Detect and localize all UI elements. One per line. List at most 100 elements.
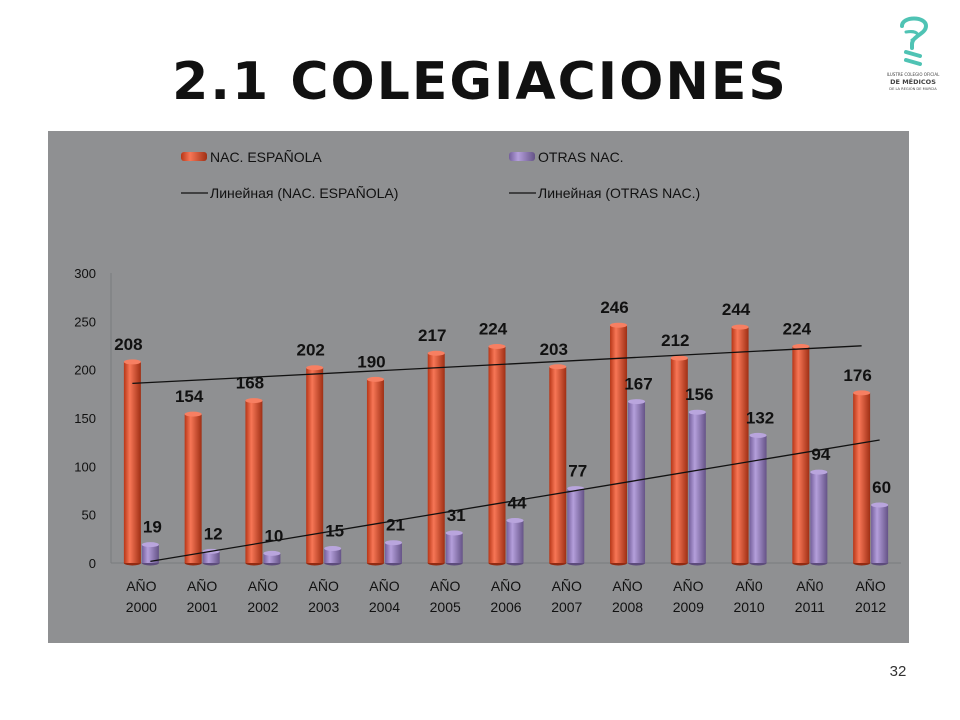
page-number: 32 — [889, 663, 907, 680]
data-label: 246 — [600, 298, 628, 317]
data-label: 15 — [325, 522, 344, 541]
bar-body — [731, 327, 749, 563]
x-tick-label: AÑO — [248, 578, 278, 594]
x-tick-label: 2012 — [855, 599, 886, 615]
chart-panel: NAC. ESPAÑOLA OTRAS NAC. Линейная (NAC. ES… — [48, 131, 909, 643]
bar-nac-espanola — [123, 359, 141, 566]
bar-top — [184, 411, 202, 417]
x-tick-label: AÑO — [612, 578, 642, 594]
bars — [123, 322, 889, 566]
bar-body — [853, 392, 871, 563]
bar-body — [506, 520, 524, 563]
bar-nac-espanola — [427, 350, 445, 566]
data-label: 21 — [386, 516, 405, 535]
bar-top — [141, 542, 159, 548]
x-tick-label: AÑO — [855, 578, 885, 594]
bar-top — [427, 350, 445, 356]
bar-top — [628, 399, 646, 405]
data-label: 94 — [811, 445, 830, 464]
x-tick-label: AÑO — [552, 578, 582, 594]
bar-body — [324, 548, 342, 563]
x-tick-label: AÑO — [309, 578, 339, 594]
y-tick-label: 0 — [89, 556, 96, 571]
data-label: 132 — [746, 408, 774, 427]
bar-nac-espanola — [670, 355, 688, 566]
data-label: 212 — [661, 331, 689, 350]
bar-body — [670, 358, 688, 563]
data-label: 224 — [479, 319, 508, 338]
data-label: 19 — [143, 518, 162, 537]
bar-top — [123, 359, 141, 365]
x-tick-label: AÑ0 — [735, 578, 762, 594]
logo-text-3: DE LA REGIÓN DE MURCIA — [889, 86, 937, 91]
bar-top — [731, 324, 749, 330]
bar-body — [445, 533, 463, 563]
data-label: 12 — [204, 524, 223, 543]
bar-otras-nac — [324, 546, 342, 566]
bar-top — [688, 409, 706, 415]
trendlines — [132, 345, 880, 563]
data-label: 10 — [264, 526, 283, 545]
bar-body — [184, 414, 202, 563]
bar-body — [792, 346, 810, 563]
bar-top — [670, 355, 688, 361]
bar-otras-nac — [567, 486, 585, 566]
bar-top — [810, 469, 828, 475]
bar-body — [306, 367, 324, 563]
bar-body — [384, 542, 402, 563]
bar-body — [567, 488, 585, 563]
bar-nac-espanola — [549, 364, 567, 566]
bar-otras-nac — [506, 517, 524, 566]
bar-nac-espanola — [366, 376, 384, 566]
bar-top — [549, 364, 567, 370]
bar-body — [688, 412, 706, 563]
bar-body — [141, 544, 159, 563]
logo-symbol-icon — [900, 16, 929, 66]
data-label: 77 — [568, 462, 587, 481]
bar-body — [610, 325, 628, 563]
bar-top — [749, 432, 767, 438]
bar-top — [488, 343, 506, 349]
data-label: 44 — [508, 493, 527, 512]
x-tick-label: 2011 — [795, 599, 825, 615]
trendline-1 — [132, 345, 862, 385]
bar-nac-espanola — [792, 343, 810, 566]
bar-top — [445, 530, 463, 536]
bar-top — [871, 502, 889, 508]
bar-nac-espanola — [853, 390, 871, 566]
bar-otras-nac — [263, 550, 281, 566]
y-tick-label: 250 — [74, 314, 96, 329]
bar-body — [749, 435, 767, 563]
legend-label-1: NAC. ESPAÑOLA — [210, 149, 322, 165]
college-logo: ILUSTRE COLEGIO OFICIAL DE MÉDICOS DE LA… — [887, 16, 940, 91]
x-tick-label: 2005 — [430, 599, 461, 615]
x-tick-label: 2007 — [551, 599, 582, 615]
bar-body — [628, 401, 646, 563]
bar-nac-espanola — [245, 398, 263, 566]
data-label: 167 — [624, 375, 652, 394]
x-tick-label: AÑO — [369, 578, 399, 594]
x-tick-label: 2008 — [612, 599, 643, 615]
data-label: 190 — [357, 352, 385, 371]
bar-body — [263, 553, 281, 563]
bar-body — [366, 379, 384, 563]
bar-top — [853, 390, 871, 396]
bar-otras-nac — [384, 540, 402, 566]
bar-otras-nac — [688, 409, 706, 566]
bar-top — [610, 322, 628, 328]
data-label: 176 — [843, 366, 871, 385]
bar-body — [427, 353, 445, 563]
x-tick-label: 2000 — [126, 599, 157, 615]
logo-text-1: ILUSTRE COLEGIO OFICIAL — [887, 72, 940, 77]
data-label: 208 — [114, 335, 142, 354]
bar-nac-espanola — [731, 324, 749, 566]
data-label: 203 — [540, 340, 568, 359]
x-tick-label: 2003 — [308, 599, 339, 615]
data-label: 217 — [418, 326, 446, 345]
bar-otras-nac — [749, 432, 767, 566]
trendline-2 — [150, 439, 880, 563]
data-label: 202 — [297, 341, 325, 360]
x-tick-label: AÑO — [187, 578, 217, 594]
bar-top — [324, 546, 342, 551]
data-label: 31 — [447, 506, 466, 525]
